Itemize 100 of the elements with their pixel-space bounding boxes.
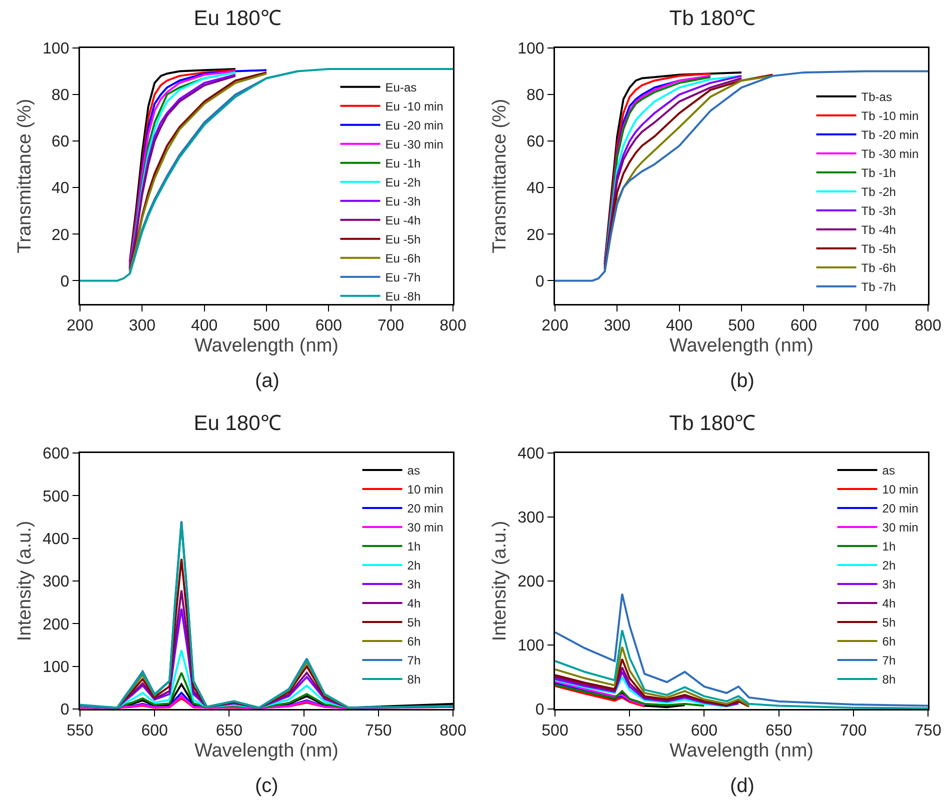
line-series — [555, 70, 928, 282]
x-tick-label: 700 — [852, 318, 880, 335]
x-tick-label: 750 — [914, 722, 942, 740]
legend-label: 6h — [882, 634, 896, 649]
chart-title: Tb 180℃ — [669, 412, 756, 435]
legend-label: Eu-as — [385, 80, 417, 95]
y-tick-label: 100 — [42, 658, 70, 676]
legend-label: 4h — [882, 596, 896, 611]
x-tick-label: 550 — [616, 722, 644, 740]
legend-label: Eu -2h — [385, 176, 421, 190]
line-series — [555, 592, 928, 707]
legend-label: Eu -5h — [385, 232, 421, 247]
y-tick-label: 200 — [518, 574, 544, 591]
y-tick-label: 80 — [526, 87, 544, 104]
x-tick-label: 800 — [440, 722, 466, 740]
y-tick-label: 60 — [526, 134, 544, 151]
line-series — [555, 676, 740, 708]
x-tick-label: 600 — [315, 318, 342, 335]
legend-label: 30 min — [882, 520, 918, 535]
y-tick-label: 300 — [518, 510, 544, 527]
y-tick-label: 0 — [60, 702, 70, 719]
x-tick-label: 600 — [790, 318, 818, 335]
x-tick-label: 300 — [604, 318, 631, 335]
y-tick-label: 100 — [42, 40, 70, 58]
line-series — [555, 684, 646, 708]
legend-label: 20 min — [407, 502, 444, 516]
y-tick-label: 0 — [60, 273, 70, 290]
y-tick-label: 80 — [52, 87, 70, 104]
x-tick-label: 800 — [440, 318, 466, 335]
legend-label: Tb -30 min — [861, 147, 919, 162]
x-tick-label: 700 — [840, 722, 867, 740]
x-tick-label: 550 — [66, 722, 94, 740]
chart-title: Tb 180℃ — [669, 6, 756, 30]
x-tick-label: 600 — [141, 722, 168, 740]
legend-label: 1h — [882, 540, 896, 554]
legend-label: Eu -10 min — [385, 100, 444, 114]
y-tick-label: 100 — [518, 40, 544, 58]
y-tick-label: 0 — [535, 273, 544, 290]
x-axis-title: Wavelength (nm) — [670, 335, 814, 356]
x-tick-label: 400 — [666, 318, 693, 335]
legend-label: 3h — [882, 578, 896, 592]
legend-label: 7h — [407, 654, 421, 668]
legend-label: 8h — [882, 672, 896, 687]
x-tick-label: 600 — [690, 722, 718, 740]
x-tick-label: 750 — [365, 722, 392, 740]
legend-label: Eu -6h — [385, 252, 421, 266]
legend-label: 10 min — [882, 482, 918, 497]
chart-title: Eu 180℃ — [194, 412, 282, 435]
y-tick-label: 100 — [518, 638, 544, 655]
legend-label: 5h — [407, 616, 421, 630]
line-series — [555, 680, 646, 706]
legend-label: 10 min — [407, 482, 444, 497]
legend-label: Tb -5h — [861, 242, 896, 256]
y-tick-label: 40 — [52, 180, 70, 198]
legend-label: 30 min — [407, 520, 444, 535]
legend-label: Tb -6h — [861, 261, 896, 276]
x-axis-title: Wavelength (nm) — [194, 335, 338, 356]
y-axis-title: Transmittance (%) — [490, 98, 511, 254]
text: (d) — [730, 775, 754, 797]
legend-label: 3h — [407, 578, 421, 592]
legend-label: 7h — [882, 654, 896, 668]
legend-label: Eu -7h — [385, 270, 421, 285]
text: (b) — [730, 370, 754, 392]
legend-label: as — [407, 464, 420, 478]
y-tick-label: 40 — [526, 180, 544, 198]
chart-title: Eu 180℃ — [194, 6, 282, 30]
y-tick-label: 60 — [52, 134, 70, 151]
legend-label: 2h — [882, 558, 896, 573]
y-tick-label: 20 — [52, 226, 70, 244]
y-tick-label: 20 — [526, 226, 544, 244]
legend-label: 4h — [407, 596, 421, 611]
legend-label: Eu -30 min — [385, 138, 444, 152]
y-tick-label: 400 — [42, 530, 70, 548]
legend-label: Tb -10 min — [861, 109, 919, 124]
text: (a) — [255, 370, 280, 392]
x-tick-label: 500 — [253, 318, 280, 335]
text: (c) — [255, 775, 278, 797]
legend-label: as — [882, 464, 895, 478]
y-tick-label: 200 — [42, 616, 70, 634]
x-tick-label: 700 — [290, 722, 318, 740]
legend-label: Eu -8h — [385, 290, 421, 304]
legend-label: Eu -4h — [385, 214, 421, 228]
line-series — [80, 68, 453, 282]
legend-label: Tb -7h — [861, 280, 896, 294]
line-series — [555, 629, 928, 709]
y-axis-title: Intensity (a.u.) — [490, 520, 511, 642]
legend-label: 6h — [407, 634, 421, 649]
legend-label: 5h — [882, 616, 896, 630]
y-tick-label: 500 — [42, 488, 70, 506]
legend-label: 2h — [407, 558, 421, 573]
x-tick-label: 400 — [190, 318, 218, 335]
legend-label: Tb -3h — [861, 204, 896, 218]
y-tick-label: 300 — [42, 574, 70, 591]
y-axis-title: Transmittance (%) — [14, 98, 36, 254]
legend-label: Eu -3h — [385, 194, 421, 209]
y-tick-label: 600 — [42, 446, 70, 463]
y-tick-label: 400 — [518, 446, 544, 463]
x-tick-label: 700 — [377, 318, 404, 335]
x-tick-label: 500 — [728, 318, 755, 335]
line-series — [555, 682, 631, 702]
